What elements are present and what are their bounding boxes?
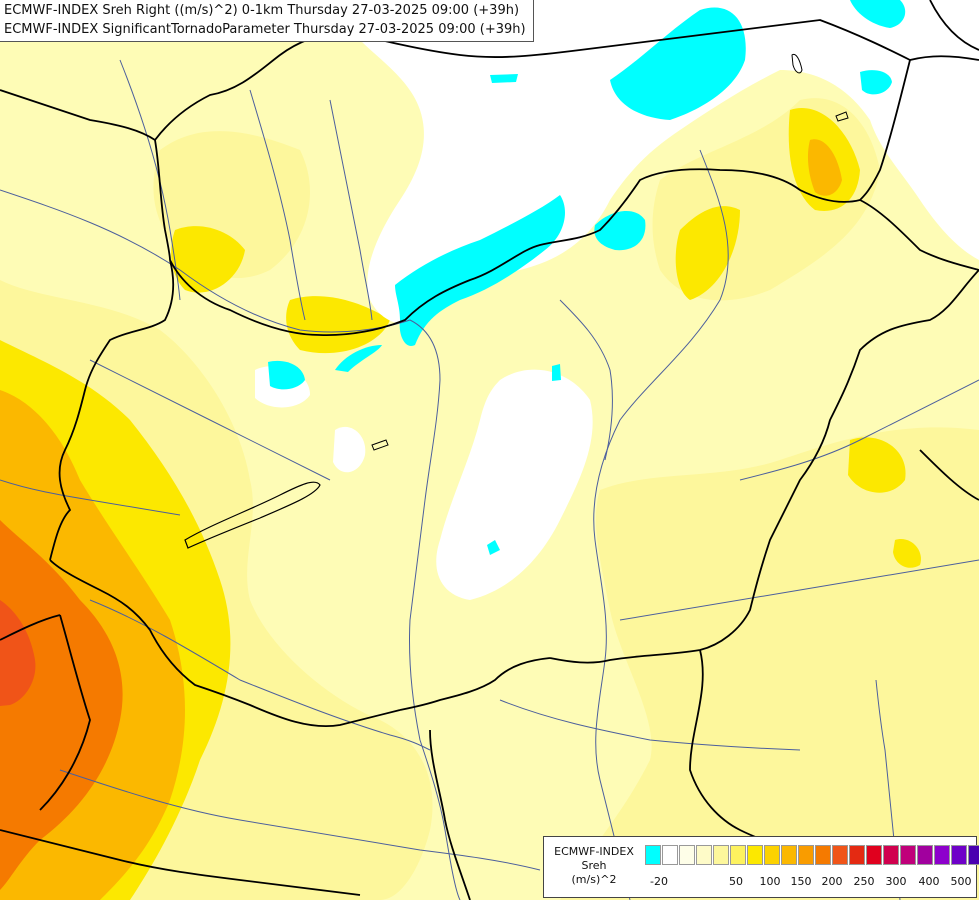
river-sava — [59, 769, 541, 871]
legend-ticks: -2050100150200250300400500700 — [645, 875, 975, 891]
legend-swatch — [713, 845, 729, 865]
lake-small-1 — [371, 439, 389, 451]
legend-title: ECMWF-INDEX Sreh (m/s)^2 — [548, 845, 640, 887]
legend-swatch — [662, 845, 678, 865]
legend-tick-label: 100 — [759, 875, 781, 888]
legend-swatch — [679, 845, 695, 865]
legend-title-parameter: Sreh — [581, 859, 607, 872]
border-slovenia-austria — [0, 614, 61, 641]
field-yellow-east-spot — [848, 437, 906, 493]
legend-tick-label: 500 — [950, 875, 972, 888]
border-slovakia-poland — [339, 19, 979, 61]
river-danube — [0, 189, 461, 900]
field-cyan-ne-spot — [594, 210, 646, 251]
border-slovenia-croatia — [39, 614, 91, 811]
legend-swatch — [730, 845, 746, 865]
border-hungary-serbia — [399, 657, 551, 711]
legend-tick-label: 50 — [729, 875, 743, 888]
river-misc1 — [499, 699, 801, 751]
legend-swatch — [696, 845, 712, 865]
rivers — [0, 59, 979, 900]
river-somes — [739, 379, 979, 481]
river-tisza — [593, 149, 729, 900]
legend-swatch — [798, 845, 814, 865]
field-orange-west — [0, 520, 123, 890]
legend-swatch — [934, 845, 950, 865]
legend-swatch — [866, 845, 882, 865]
field-cyan-band — [395, 195, 565, 346]
color-legend: ECMWF-INDEX Sreh (m/s)^2 -20 50 100 150 200 2… — [543, 836, 979, 898]
legend-title-unit: (m/s)^2 — [571, 873, 617, 886]
legend-swatch — [747, 845, 763, 865]
legend-swatch — [832, 845, 848, 865]
field-yellow-east-spot2 — [893, 539, 921, 568]
field-light-yellow-east — [560, 427, 979, 900]
field-yellow-ne-band — [675, 206, 740, 300]
legend-tick-label: 400 — [918, 875, 940, 888]
river-mures — [619, 559, 979, 621]
legend-swatch — [815, 845, 831, 865]
legend-tick-label: 200 — [821, 875, 843, 888]
river-hron — [329, 99, 373, 321]
river-drava — [89, 599, 431, 751]
header-line-sreh: ECMWF-INDEX Sreh Right ((m/s)^2) 0-1km T… — [4, 3, 520, 18]
field-red-orange-west — [0, 600, 36, 706]
river-morava — [119, 59, 181, 301]
map-header: ECMWF-INDEX Sreh Right ((m/s)^2) 0-1km T… — [0, 0, 534, 42]
legend-swatch — [764, 845, 780, 865]
legend-swatch — [849, 845, 865, 865]
field-cyan-north-a — [610, 7, 746, 120]
legend-tick-label: 300 — [885, 875, 907, 888]
header-line-stp: ECMWF-INDEX SignificantTornadoParameter … — [4, 22, 526, 37]
field-cyan-small1 — [552, 364, 561, 381]
field-white-center — [436, 369, 593, 600]
field-cyan-west-spot — [268, 360, 305, 390]
lake-small-3 — [835, 111, 849, 122]
legend-tick-label: 250 — [853, 875, 875, 888]
border-poland-ukraine — [859, 59, 911, 201]
border-hungary-romania — [549, 269, 979, 664]
border-serbia-croatia — [429, 729, 471, 900]
legend-swatch — [883, 845, 899, 865]
border-hungary-ukraine — [859, 199, 979, 271]
legend-title-model: ECMWF-INDEX — [554, 845, 634, 858]
border-hungary-slovakia — [169, 168, 861, 336]
field-orange-ne-spot — [807, 139, 842, 196]
field-yellow-center-spot — [286, 296, 390, 354]
legend-swatch — [900, 845, 916, 865]
legend-swatch — [968, 845, 979, 865]
border-hungary-austria — [49, 259, 175, 561]
field-cyan-north-d — [490, 74, 518, 83]
legend-tick-label: -20 — [650, 875, 668, 888]
river-vah — [249, 89, 306, 321]
lake-small-2 — [791, 53, 803, 74]
lake-balaton — [184, 481, 321, 549]
field-cyan-small2 — [487, 540, 500, 555]
field-cyan-north-b — [850, 0, 906, 28]
river-misc2 — [0, 479, 181, 516]
legend-tick-label: 150 — [790, 875, 812, 888]
river-raba — [89, 359, 331, 481]
legend-swatch — [951, 845, 967, 865]
border-austria-czech — [0, 89, 171, 261]
legend-swatch — [917, 845, 933, 865]
field-white-small1 — [333, 426, 366, 473]
legend-swatch — [645, 845, 661, 865]
field-cyan-west-spot2 — [335, 345, 382, 372]
river-misc3 — [559, 299, 613, 461]
field-cyan-north-c — [860, 70, 892, 95]
legend-swatches — [645, 845, 979, 865]
legend-swatch — [781, 845, 797, 865]
field-yellow-north-spot — [171, 226, 245, 293]
border-east-misc — [929, 0, 979, 51]
border-ukraine-romania — [919, 449, 979, 501]
border-croatia-bosnia — [0, 829, 361, 896]
border-hungary-croatia — [49, 559, 401, 727]
